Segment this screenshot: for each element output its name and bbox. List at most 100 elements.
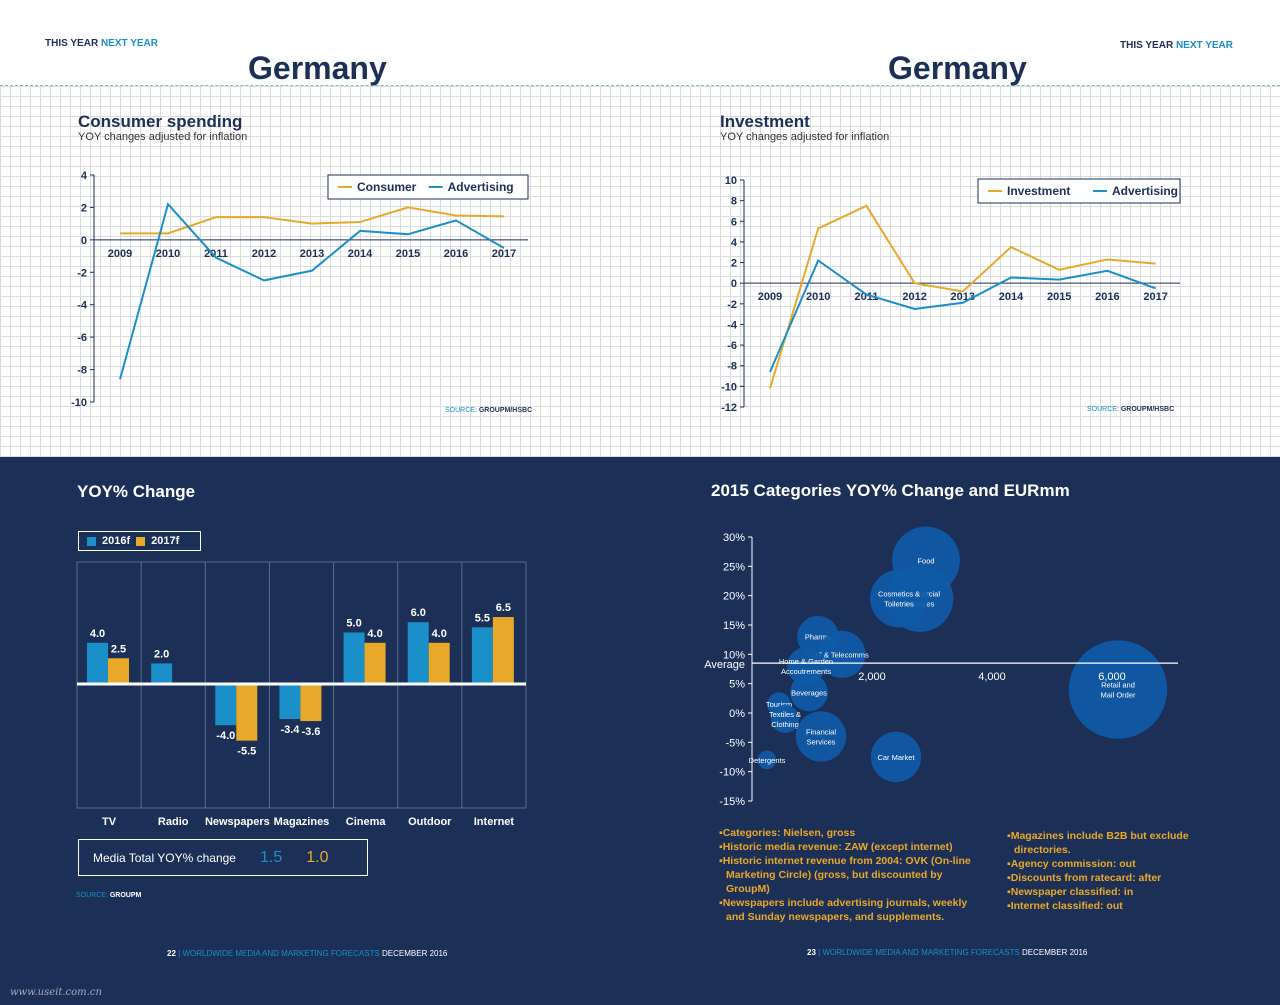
y-tick-label: 4 xyxy=(731,237,738,249)
bubble-label: Pharma xyxy=(805,633,832,642)
yoy-source: SOURCE: GROUPM xyxy=(76,892,141,899)
bubble xyxy=(818,630,866,678)
legend-label-investment: Investment xyxy=(1007,184,1070,198)
y-tick-label: 2 xyxy=(81,202,87,214)
bar-2017f xyxy=(108,658,129,684)
legend-swatch-2016 xyxy=(87,536,96,546)
y-tick-label: -12 xyxy=(721,402,737,414)
bar-value-label: 4.0 xyxy=(367,628,382,640)
bubble xyxy=(770,704,800,733)
y-tick-label: 4 xyxy=(81,170,88,182)
bubble xyxy=(757,750,777,770)
y-tick-label: -8 xyxy=(77,365,87,377)
bubble-label: Beverages xyxy=(791,688,827,697)
bar-value-label: 4.0 xyxy=(90,628,105,640)
x-tick-label: 2013 xyxy=(300,248,324,260)
bar-value-label: 5.5 xyxy=(475,612,490,624)
note-item: ▪Newspapers include advertising journals… xyxy=(719,897,968,923)
source-prefix: SOURCE: xyxy=(1087,406,1121,413)
right-header: THIS YEAR NEXT YEAR xyxy=(1120,40,1233,51)
bubble-label: Home & Garden xyxy=(779,657,833,666)
legend-label-advertising: Advertising xyxy=(448,180,514,194)
note-item: ▪Newspaper classified: in xyxy=(1007,886,1134,898)
note-item: ▪Historic media revenue: ZAW (except int… xyxy=(719,841,953,853)
next-year-label: NEXT YEAR xyxy=(100,38,159,49)
bubble xyxy=(870,731,922,783)
yoy-bar-chart: TV 4.0 2.5 Radio 2.0 Newspapers -4.0-5.5 Magazi… xyxy=(76,561,527,828)
bubble-label: Textiles & xyxy=(769,710,801,719)
y-tick-label: 25% xyxy=(723,561,745,573)
investment-source: SOURCE: GROUPM/HSBC xyxy=(1087,406,1174,413)
bubble-label: Accoutrements xyxy=(781,667,831,676)
y-tick-label: -8 xyxy=(727,361,737,373)
category-label: Internet xyxy=(474,816,515,828)
y-tick-label: -5% xyxy=(725,737,745,749)
y-tick-label: 10 xyxy=(725,175,737,187)
y-tick-label: -6 xyxy=(77,332,87,344)
footer-sep: | xyxy=(175,949,183,958)
x-tick-label: 2012 xyxy=(902,291,926,303)
source-text: GROUPM xyxy=(109,892,142,899)
this-year-label: THIS YEAR xyxy=(1120,40,1174,51)
footer-date: DECEMBER 2016 xyxy=(379,949,448,958)
category-label: Radio xyxy=(158,816,189,828)
y-tick-label: -15% xyxy=(719,796,745,808)
category-label: Newspapers xyxy=(205,816,270,828)
bubble-label: Retail and xyxy=(1101,681,1135,690)
bar-value-label: 2.5 xyxy=(111,643,126,655)
bubble xyxy=(870,569,928,628)
right-country-title: Germany xyxy=(888,50,1027,86)
footer-sep: | xyxy=(815,948,823,957)
bar-2017f xyxy=(492,617,514,684)
note-item: ▪Magazines include B2B but exclude direc… xyxy=(1007,830,1189,856)
x-tick-label: 4,000 xyxy=(978,671,1006,683)
consumer-chart-title: Consumer spending xyxy=(78,112,243,131)
x-tick-label: 2011 xyxy=(854,291,878,303)
x-tick-label: 2015 xyxy=(1047,291,1071,303)
y-tick-label: 15% xyxy=(723,620,745,632)
category-label: Cinema xyxy=(346,816,387,828)
legend-swatch-2017 xyxy=(136,536,146,546)
media-total-2017: 1.0 xyxy=(306,848,329,866)
legend-label-2016: 2016f xyxy=(102,535,131,547)
bar-2016f xyxy=(279,684,301,720)
footer-pub: WORLDWIDE MEDIA AND MARKETING FORECASTS xyxy=(822,948,1020,957)
note-item: ▪Agency commission: out xyxy=(1007,858,1136,870)
bubble-label: Services xyxy=(807,737,836,746)
legend-label-2017: 2017f xyxy=(151,535,180,547)
bar-value-label: 2.0 xyxy=(154,648,169,660)
right-footer: 23 | WORLDWIDE MEDIA AND MARKETING FOREC… xyxy=(807,948,1087,957)
consumer-source: SOURCE: GROUPM/HSBC xyxy=(445,407,532,414)
grid-background xyxy=(0,86,1280,457)
category-label: TV xyxy=(102,816,117,828)
investment-line-chart: 10 8 6 4 2 0 -2 -4 -6 -8 -10 -12 2009 2010 2011 2012 201… xyxy=(721,175,1181,414)
category-label: Magazines xyxy=(274,816,330,828)
note-item: ▪Categories: Nielsen, gross xyxy=(719,827,856,839)
bar-2017f xyxy=(428,642,450,684)
bottom-panel xyxy=(0,457,1280,1005)
bar-2017f xyxy=(300,684,322,722)
category-label: Outdoor xyxy=(408,816,452,828)
source-prefix: SOURCE: xyxy=(76,892,110,899)
x-tick-label: 2009 xyxy=(108,248,132,260)
page-number: 22 xyxy=(167,949,176,958)
y-tick-label: -6 xyxy=(727,340,737,352)
source-prefix: SOURCE: xyxy=(445,407,479,414)
y-tick-label: 2 xyxy=(731,258,737,270)
x-tick-label: 2017 xyxy=(492,248,516,260)
left-header: THIS YEAR NEXT YEAR xyxy=(45,38,158,49)
x-tick-label: 2010 xyxy=(156,248,180,260)
bubble-label: IT & Telecomms xyxy=(815,650,869,659)
y-tick-label: 0 xyxy=(81,235,87,247)
legend-box xyxy=(327,174,529,200)
bubble-label: Cosmetics & xyxy=(878,590,920,599)
bar-2017f xyxy=(364,642,386,684)
bar-2016f xyxy=(215,684,237,726)
bar-value-label: 6.0 xyxy=(411,607,426,619)
bubble xyxy=(790,673,828,712)
notes-left: ▪Categories: Nielsen, gross ▪Historic med… xyxy=(718,826,980,924)
bubble xyxy=(795,711,847,762)
y-tick-label: 6 xyxy=(731,216,737,228)
bubble-label: Detergents xyxy=(749,756,786,765)
